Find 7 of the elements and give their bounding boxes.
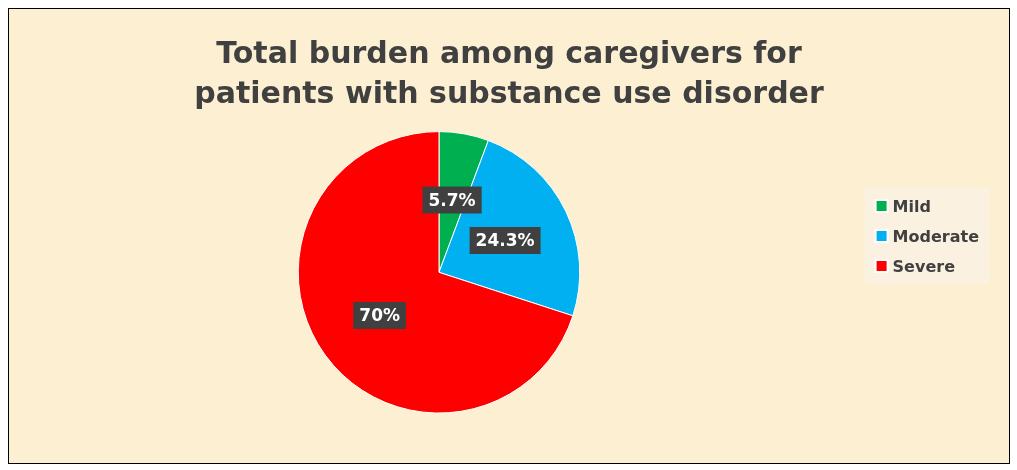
legend-label: Mild (892, 196, 931, 216)
chart-title: Total burden among caregivers for patients with substance use disorder (194, 34, 824, 110)
data-label: 5.7% (428, 190, 476, 211)
legend-label: Moderate (892, 226, 980, 246)
data-label: 70% (359, 305, 400, 326)
data-label: 24.3% (475, 230, 535, 251)
legend-label: Severe (892, 256, 956, 276)
